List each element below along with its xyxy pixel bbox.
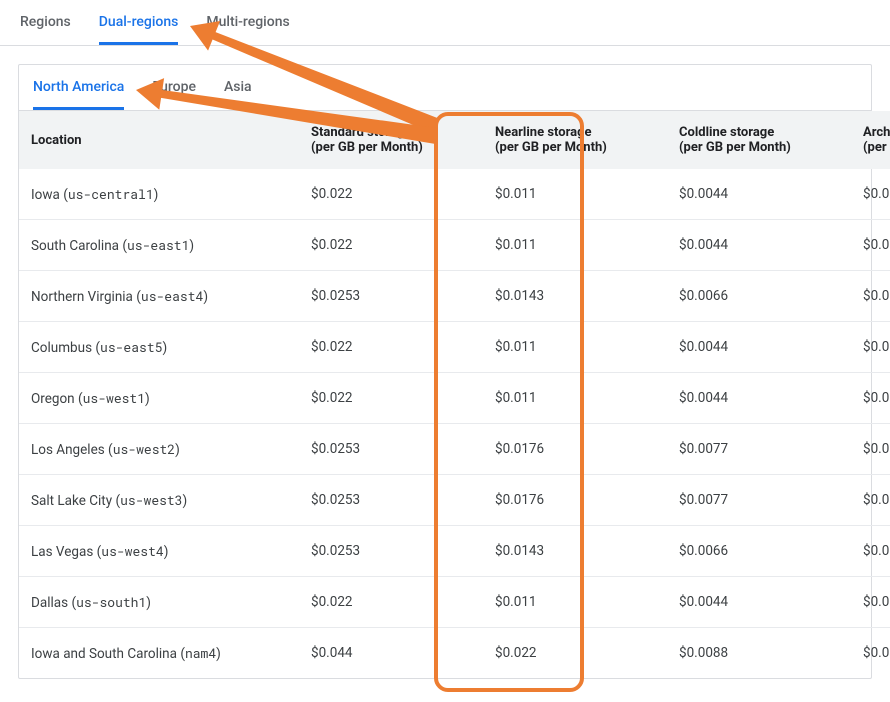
column-header: Standard storage(per GB per Month) — [299, 111, 483, 169]
standard-price: $0.022 — [299, 373, 483, 424]
table-row: Las Vegas (us-west4)$0.0253$0.0143$0.006… — [19, 526, 890, 577]
coldline-price: $0.0044 — [667, 169, 851, 220]
location-cell: Northern Virginia (us-east4) — [19, 271, 299, 322]
nearline-price: $0.011 — [483, 373, 667, 424]
coldline-price: $0.0077 — [667, 475, 851, 526]
geo-tab-europe[interactable]: Europe — [152, 65, 196, 110]
location-cell: Las Vegas (us-west4) — [19, 526, 299, 577]
nearline-price: $0.011 — [483, 577, 667, 628]
geo-tab-asia[interactable]: Asia — [224, 65, 252, 110]
pricing-card: North America Europe Asia LocationStandard… — [18, 64, 872, 679]
coldline-price: $0.0077 — [667, 424, 851, 475]
coldline-price: $0.0044 — [667, 373, 851, 424]
table-row: Columbus (us-east5)$0.022$0.011$0.0044$0… — [19, 322, 890, 373]
location-cell: Dallas (us-south1) — [19, 577, 299, 628]
column-header: Archive storage(per GB per Month) — [851, 111, 890, 169]
table-row: Northern Virginia (us-east4)$0.0253$0.01… — [19, 271, 890, 322]
nearline-price: $0.0176 — [483, 424, 667, 475]
location-cell: South Carolina (us-east1) — [19, 220, 299, 271]
archive-price: $0.0028 — [851, 271, 890, 322]
pricing-table: LocationStandard storage(per GB per Mont… — [19, 111, 890, 678]
coldline-price: $0.0066 — [667, 271, 851, 322]
table-row: Salt Lake City (us-west3)$0.0253$0.0176$… — [19, 475, 890, 526]
column-header: Location — [19, 111, 299, 169]
archive-price: $0.0028 — [851, 424, 890, 475]
standard-price: $0.0253 — [299, 475, 483, 526]
archive-price: $0.0028 — [851, 526, 890, 577]
location-cell: Los Angeles (us-west2) — [19, 424, 299, 475]
location-cell: Iowa (us-central1) — [19, 169, 299, 220]
nearline-price: $0.0143 — [483, 526, 667, 577]
geo-tabs: North America Europe Asia — [19, 65, 871, 111]
table-row: Los Angeles (us-west2)$0.0253$0.0176$0.0… — [19, 424, 890, 475]
table-row: Dallas (us-south1)$0.022$0.011$0.0044$0.… — [19, 577, 890, 628]
standard-price: $0.0253 — [299, 424, 483, 475]
archive-price: $0.0014 — [851, 322, 890, 373]
table-row: Iowa (us-central1)$0.022$0.011$0.0044$0.… — [19, 169, 890, 220]
archive-price: $0.0014 — [851, 373, 890, 424]
geo-tab-north-america[interactable]: North America — [33, 65, 124, 110]
nearline-price: $0.011 — [483, 322, 667, 373]
standard-price: $0.0253 — [299, 271, 483, 322]
archive-price: $0.0014 — [851, 169, 890, 220]
location-cell: Salt Lake City (us-west3) — [19, 475, 299, 526]
region-scope-tabs: Regions Dual-regions Multi-regions — [0, 0, 890, 46]
coldline-price: $0.0044 — [667, 577, 851, 628]
nearline-price: $0.0176 — [483, 475, 667, 526]
standard-price: $0.0253 — [299, 526, 483, 577]
table-row: Iowa and South Carolina (nam4)$0.044$0.0… — [19, 628, 890, 679]
table-row: South Carolina (us-east1)$0.022$0.011$0.… — [19, 220, 890, 271]
location-cell: Oregon (us-west1) — [19, 373, 299, 424]
nearline-price: $0.011 — [483, 169, 667, 220]
standard-price: $0.022 — [299, 169, 483, 220]
nearline-price: $0.022 — [483, 628, 667, 679]
standard-price: $0.044 — [299, 628, 483, 679]
archive-price: $0.0014 — [851, 577, 890, 628]
tab-dual-regions[interactable]: Dual-regions — [99, 0, 179, 45]
coldline-price: $0.0088 — [667, 628, 851, 679]
location-cell: Columbus (us-east5) — [19, 322, 299, 373]
standard-price: $0.022 — [299, 220, 483, 271]
standard-price: $0.022 — [299, 322, 483, 373]
nearline-price: $0.011 — [483, 220, 667, 271]
column-header: Nearline storage(per GB per Month) — [483, 111, 667, 169]
coldline-price: $0.0044 — [667, 220, 851, 271]
table-row: Oregon (us-west1)$0.022$0.011$0.0044$0.0… — [19, 373, 890, 424]
coldline-price: $0.0066 — [667, 526, 851, 577]
location-cell: Iowa and South Carolina (nam4) — [19, 628, 299, 679]
column-header: Coldline storage(per GB per Month) — [667, 111, 851, 169]
coldline-price: $0.0044 — [667, 322, 851, 373]
tab-regions[interactable]: Regions — [20, 0, 71, 45]
archive-price: $0.0028 — [851, 475, 890, 526]
archive-price: $0.0014 — [851, 220, 890, 271]
archive-price: $0.0028 — [851, 628, 890, 679]
tab-multi-regions[interactable]: Multi-regions — [206, 0, 289, 45]
nearline-price: $0.0143 — [483, 271, 667, 322]
standard-price: $0.022 — [299, 577, 483, 628]
